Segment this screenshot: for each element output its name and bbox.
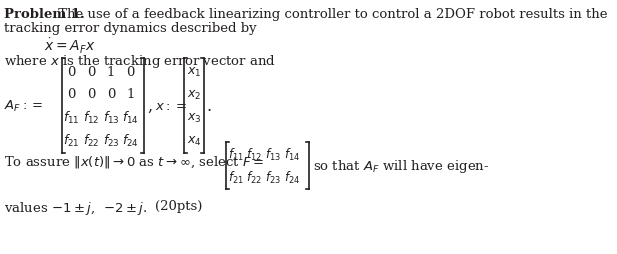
Text: where $x$ is the tracking error vector and: where $x$ is the tracking error vector a… <box>4 53 276 70</box>
Text: $x_4$: $x_4$ <box>187 134 202 147</box>
Text: $x_1$: $x_1$ <box>187 65 201 78</box>
Text: The use of a feedback linearizing controller to control a 2DOF robot results in : The use of a feedback linearizing contro… <box>54 8 607 21</box>
Text: $f_{24}$: $f_{24}$ <box>284 169 300 185</box>
Text: .: . <box>206 98 211 115</box>
Text: $f_{14}$: $f_{14}$ <box>122 109 139 125</box>
Text: 0: 0 <box>67 65 75 78</box>
Text: $f_{23}$: $f_{23}$ <box>265 169 281 185</box>
Text: $f_{24}$: $f_{24}$ <box>122 132 139 149</box>
Text: 0: 0 <box>87 65 95 78</box>
Text: 0: 0 <box>87 88 95 101</box>
Text: $\dot{x} = A_F x$: $\dot{x} = A_F x$ <box>44 37 95 56</box>
Text: $A_F :=$: $A_F :=$ <box>4 99 43 114</box>
Text: values $-1 \pm j$,  $-2 \pm j$.: values $-1 \pm j$, $-2 \pm j$. <box>4 199 147 216</box>
Text: ,: , <box>147 98 152 115</box>
Text: $f_{14}$: $f_{14}$ <box>284 146 300 162</box>
Text: $f_{12}$: $f_{12}$ <box>246 146 262 162</box>
Text: $f_{22}$: $f_{22}$ <box>83 132 99 149</box>
Text: Problem 1.: Problem 1. <box>4 8 85 21</box>
Text: $x_2$: $x_2$ <box>187 88 201 101</box>
Text: $f_{23}$: $f_{23}$ <box>102 132 119 149</box>
Text: To assure $\|x(t)\| \rightarrow 0$ as $t \rightarrow \infty$, select $F =$: To assure $\|x(t)\| \rightarrow 0$ as $t… <box>4 153 264 169</box>
Text: so that $A_F$ will have eigen-: so that $A_F$ will have eigen- <box>313 157 489 174</box>
Text: $f_{13}$: $f_{13}$ <box>102 109 119 125</box>
Text: $f_{12}$: $f_{12}$ <box>83 109 99 125</box>
Text: $f_{13}$: $f_{13}$ <box>265 146 281 162</box>
Text: $x :=$: $x :=$ <box>155 100 188 113</box>
Text: $f_{21}$: $f_{21}$ <box>228 169 244 185</box>
Text: $f_{11}$: $f_{11}$ <box>228 146 244 162</box>
Text: 0: 0 <box>107 88 115 101</box>
Text: 0: 0 <box>67 88 75 101</box>
Text: $f_{21}$: $f_{21}$ <box>63 132 80 149</box>
Text: 1: 1 <box>107 65 115 78</box>
Text: $f_{11}$: $f_{11}$ <box>63 109 80 125</box>
Text: $f_{22}$: $f_{22}$ <box>246 169 262 185</box>
Text: 0: 0 <box>126 65 135 78</box>
Text: 1: 1 <box>126 88 135 101</box>
Text: (20pts): (20pts) <box>154 199 202 212</box>
Text: tracking error dynamics described by: tracking error dynamics described by <box>4 22 257 35</box>
Text: $x_3$: $x_3$ <box>187 111 202 124</box>
